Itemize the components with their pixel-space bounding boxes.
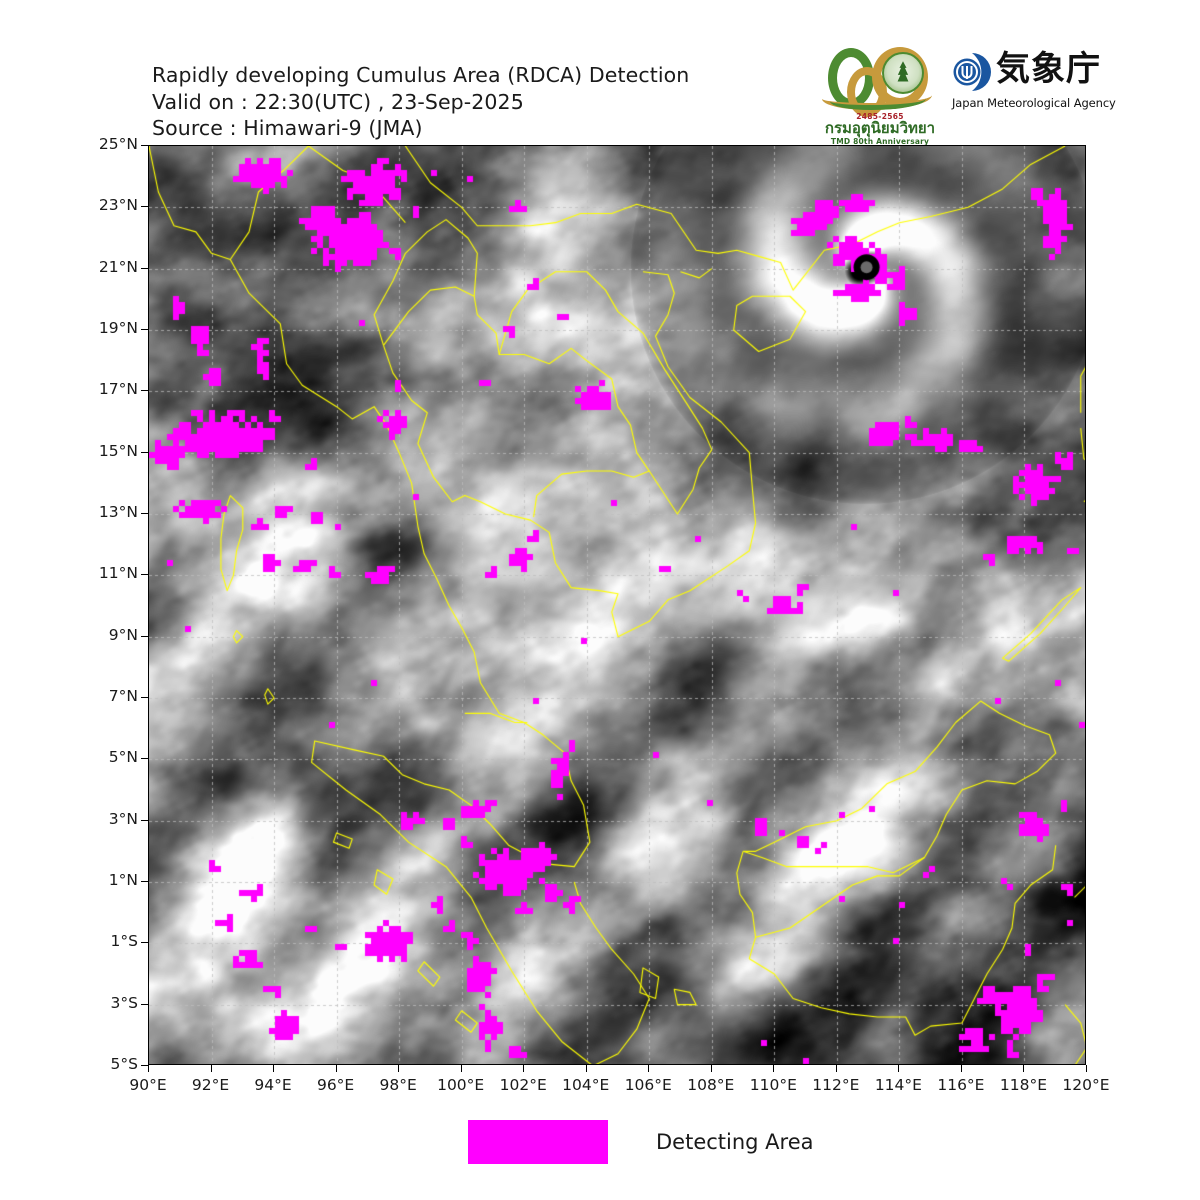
y-tick-mark [141,1003,148,1005]
y-tick-label: 15°N [98,441,138,460]
y-tick-mark [141,697,148,698]
y-tick-label: 3°S [110,993,138,1012]
y-tick-mark [141,513,148,514]
tmd-anniversary-label: TMD 80th Anniversary [830,137,930,146]
x-tick-label: 114°E [874,1076,922,1094]
x-tick-label: 92°E [191,1076,230,1094]
x-tick-mark [398,1065,400,1072]
y-tick-mark [141,451,148,453]
x-tick-mark [148,1065,149,1072]
y-tick-label: 3°N [108,809,138,828]
logo-bar: 2485-2565 กรมอุตุนิยมวิทยา TMD 80th Anni… [812,44,1116,148]
tmd-logo: 2485-2565 กรมอุตุนิยมวิทยา TMD 80th Anni… [818,44,942,148]
x-tick-mark [273,1065,275,1072]
y-tick-mark [141,881,148,882]
x-tick-label: 116°E [937,1076,985,1094]
y-tick-mark [141,145,148,146]
tmd-80-mark-icon [822,44,938,117]
x-tick-label: 110°E [749,1076,797,1094]
x-tick-mark [648,1065,650,1072]
tmd-seal-emblem-icon [897,61,909,82]
x-tick-mark [335,1065,337,1072]
page-title: Rapidly developing Cumulus Area (RDCA) D… [152,62,792,142]
x-tick-label: 108°E [687,1076,735,1094]
tmd-years-label: 2485-2565 [856,112,904,121]
y-tick-mark [141,942,148,944]
x-tick-label: 98°E [379,1076,417,1094]
x-tick-mark [773,1065,775,1072]
y-tick-label: 23°N [98,196,138,215]
tmd-swoosh-green-icon [830,90,926,110]
y-tick-label: 5°N [108,748,138,767]
title-line-3: Source : Himawari-9 (JMA) [152,116,423,140]
y-tick-mark [141,329,148,330]
y-tick-mark [141,819,148,821]
y-tick-label: 1°S [110,932,138,951]
x-tick-mark [898,1065,900,1072]
jma-logo: 気象庁 Japan Meteorological Agency [952,49,1116,122]
y-tick-label: 19°N [98,319,138,337]
y-tick-mark [141,390,148,392]
y-tick-mark [141,574,148,576]
jma-kanji-label: 気象庁 [996,49,1101,89]
y-tick-label: 13°N [98,503,138,521]
x-tick-label: 90°E [129,1076,167,1094]
x-tick-mark [835,1065,837,1072]
x-tick-label: 94°E [254,1076,292,1094]
x-tick-mark [523,1065,525,1072]
y-tick-label: 21°N [98,257,138,276]
tmd-thai-name-label: กรมอุตุนิยมวิทยา [824,119,936,137]
x-tick-mark [460,1065,462,1072]
y-tick-label: 1°N [108,871,138,889]
title-line-2: Valid on : 22:30(UTC) , 23-Sep-2025 [152,89,524,114]
y-tick-mark [141,206,148,208]
y-tick-mark [141,758,148,760]
y-tick-label: 17°N [98,380,138,399]
x-tick-mark [585,1065,587,1072]
x-tick-mark [1086,1065,1087,1072]
legend-swatch-detecting-area [468,1120,608,1164]
y-tick-mark [141,267,148,269]
jma-emblem-icon [953,53,991,91]
x-tick-mark [210,1065,212,1072]
x-tick-label: 118°E [999,1076,1048,1094]
x-tick-label: 112°E [812,1076,860,1094]
y-tick-mark [141,635,148,637]
x-tick-label: 100°E [437,1076,485,1094]
legend: Detecting Area [468,1120,814,1164]
x-tick-label: 104°E [562,1076,610,1094]
jma-english-label: Japan Meteorological Agency [952,96,1116,110]
himawari-ir-imagery-canvas [149,146,1085,1064]
x-tick-mark [710,1065,712,1072]
y-tick-label: 5°S [110,1055,138,1073]
x-tick-label: 102°E [499,1076,547,1094]
x-tick-mark [1023,1065,1025,1072]
y-tick-mark [141,1065,148,1066]
y-tick-label: 11°N [98,564,138,583]
x-tick-label: 106°E [624,1076,672,1094]
title-line-1: Rapidly developing Cumulus Area (RDCA) D… [152,63,690,87]
y-tick-label: 7°N [108,687,138,705]
satellite-map-plot [148,145,1086,1065]
y-tick-label: 9°N [108,625,138,644]
x-tick-label: 120°E [1062,1076,1110,1094]
x-tick-label: 96°E [316,1076,355,1094]
legend-label-detecting-area: Detecting Area [656,1130,814,1154]
x-tick-mark [960,1065,962,1072]
y-tick-label: 25°N [98,135,138,153]
